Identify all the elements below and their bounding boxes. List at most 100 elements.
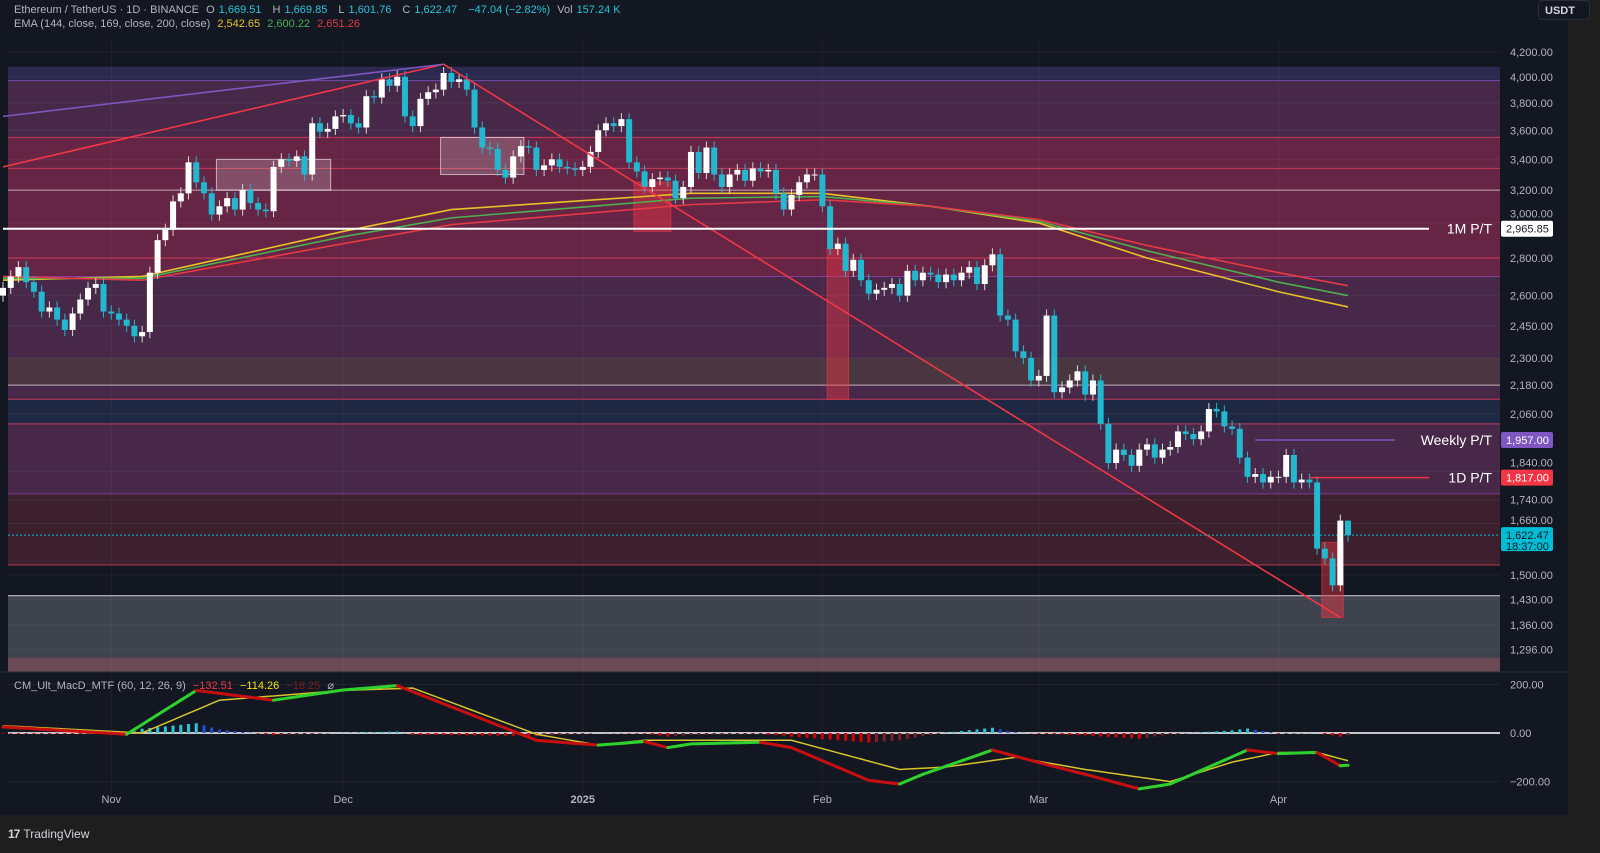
candle[interactable]: [888, 277, 895, 295]
candle[interactable]: [919, 266, 926, 287]
candle[interactable]: [1128, 448, 1135, 472]
candle[interactable]: [146, 266, 153, 339]
candle[interactable]: [1174, 425, 1181, 454]
candle[interactable]: [1275, 470, 1282, 483]
candle[interactable]: [69, 307, 76, 337]
candle[interactable]: [30, 276, 37, 298]
candle[interactable]: [803, 168, 810, 189]
candle[interactable]: [765, 163, 772, 178]
candle[interactable]: [502, 163, 509, 184]
candle[interactable]: [904, 264, 911, 302]
eye-off-icon[interactable]: ⌀: [327, 680, 334, 692]
candle[interactable]: [1321, 542, 1328, 565]
candle[interactable]: [664, 171, 671, 187]
candle[interactable]: [517, 140, 524, 163]
candle[interactable]: [193, 156, 200, 189]
candle[interactable]: [943, 268, 950, 289]
candle[interactable]: [363, 90, 370, 134]
candle[interactable]: [533, 141, 540, 177]
candle[interactable]: [309, 117, 316, 181]
candle[interactable]: [479, 121, 486, 154]
candle[interactable]: [316, 117, 323, 138]
candle[interactable]: [1229, 420, 1236, 436]
candle[interactable]: [842, 237, 849, 277]
candle[interactable]: [293, 150, 300, 167]
candle[interactable]: [1167, 440, 1174, 456]
candle[interactable]: [587, 145, 594, 174]
candle[interactable]: [131, 319, 138, 343]
candle[interactable]: [7, 270, 14, 295]
candle[interactable]: [332, 110, 339, 136]
candle[interactable]: [610, 117, 617, 133]
candle[interactable]: [1144, 438, 1151, 456]
candle[interactable]: [1082, 365, 1089, 401]
candle[interactable]: [340, 108, 347, 123]
candle[interactable]: [1283, 448, 1290, 483]
candle[interactable]: [301, 150, 308, 181]
candle[interactable]: [1244, 451, 1251, 483]
candle[interactable]: [873, 283, 880, 300]
candle[interactable]: [115, 307, 122, 326]
candle[interactable]: [355, 117, 362, 134]
candle[interactable]: [23, 261, 30, 289]
trendline[interactable]: [443, 63, 1341, 619]
candle[interactable]: [255, 196, 262, 216]
candle[interactable]: [208, 187, 215, 221]
candle[interactable]: [108, 305, 115, 320]
candle[interactable]: [935, 268, 942, 289]
candle[interactable]: [347, 108, 354, 130]
candle[interactable]: [881, 281, 888, 296]
candle[interactable]: [618, 113, 625, 133]
candle[interactable]: [1136, 443, 1143, 472]
candle[interactable]: [572, 162, 579, 177]
candle[interactable]: [1345, 520, 1352, 542]
candle[interactable]: [486, 141, 493, 156]
candle[interactable]: [672, 174, 679, 205]
candle[interactable]: [595, 124, 602, 159]
candle[interactable]: [749, 162, 756, 187]
candle[interactable]: [773, 163, 779, 200]
candle[interactable]: [680, 180, 687, 205]
candle[interactable]: [324, 122, 331, 138]
candle[interactable]: [1066, 374, 1073, 394]
candle[interactable]: [1074, 365, 1081, 387]
symbol-title[interactable]: Ethereum / TetherUS · 1D · BINANCE: [14, 4, 200, 16]
candle[interactable]: [216, 200, 223, 221]
candle[interactable]: [966, 261, 973, 279]
candle[interactable]: [270, 160, 277, 218]
candle[interactable]: [1329, 552, 1336, 592]
candle[interactable]: [162, 223, 169, 247]
candle[interactable]: [409, 110, 416, 133]
candle[interactable]: [1151, 438, 1158, 464]
candle[interactable]: [927, 266, 934, 281]
candle[interactable]: [286, 153, 293, 167]
candle[interactable]: [742, 163, 749, 187]
candle[interactable]: [1298, 473, 1305, 489]
candle[interactable]: [958, 266, 965, 287]
candle[interactable]: [54, 301, 61, 326]
candle[interactable]: [239, 184, 246, 216]
candle[interactable]: [1035, 369, 1042, 387]
footer-branding[interactable]: 17 TradingView: [8, 815, 89, 853]
candle[interactable]: [1043, 309, 1050, 383]
candle[interactable]: [657, 171, 664, 186]
candle[interactable]: [494, 142, 501, 177]
candle[interactable]: [788, 188, 795, 216]
candle[interactable]: [858, 253, 865, 287]
candle[interactable]: [718, 168, 725, 194]
candle[interactable]: [440, 66, 447, 96]
candle[interactable]: [123, 313, 130, 332]
candle[interactable]: [695, 145, 702, 180]
candle[interactable]: [1314, 476, 1321, 555]
candle[interactable]: [981, 259, 988, 291]
candle[interactable]: [432, 83, 439, 99]
candle[interactable]: [1012, 313, 1019, 358]
candle[interactable]: [1213, 402, 1220, 418]
candle[interactable]: [139, 326, 146, 343]
candle[interactable]: [734, 163, 741, 181]
candle[interactable]: [1290, 448, 1297, 489]
candle[interactable]: [371, 90, 378, 104]
candle[interactable]: [1221, 405, 1228, 433]
candle[interactable]: [780, 187, 787, 216]
candle[interactable]: [510, 150, 517, 184]
